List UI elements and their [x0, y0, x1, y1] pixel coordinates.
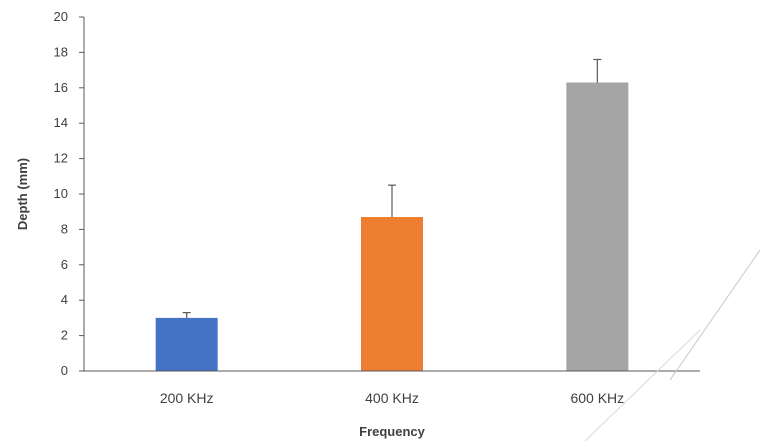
x-category-label: 600 KHz [570, 390, 624, 406]
decorative-line [669, 249, 760, 381]
y-axis-title: Depth (mm) [15, 158, 30, 230]
y-tick-label: 0 [61, 363, 68, 378]
y-tick-label: 16 [54, 80, 68, 95]
bar [566, 82, 629, 372]
y-tick-label: 18 [54, 44, 68, 59]
bars-group [155, 82, 629, 372]
x-axis-labels: 200 KHz 400 KHz 600 KHz [160, 390, 624, 406]
y-tick-label: 10 [54, 186, 68, 201]
y-tick-label: 12 [54, 151, 68, 166]
y-tick-label: 8 [61, 221, 68, 236]
y-tick-label: 14 [54, 115, 68, 130]
y-tick-label: 6 [61, 257, 68, 272]
y-tick-label: 2 [61, 328, 68, 343]
bar [361, 217, 423, 371]
x-axis-title: Frequency [359, 424, 426, 439]
error-bars-group [182, 58, 602, 318]
x-category-label: 200 KHz [160, 390, 214, 406]
bar [155, 317, 218, 371]
decorative-line [584, 329, 701, 441]
y-tick-label: 4 [61, 292, 68, 307]
x-category-label: 400 KHz [365, 390, 419, 406]
y-axis-ticks: 0 2 4 6 8 10 12 14 16 18 20 [54, 9, 84, 378]
y-tick-label: 20 [54, 9, 68, 24]
